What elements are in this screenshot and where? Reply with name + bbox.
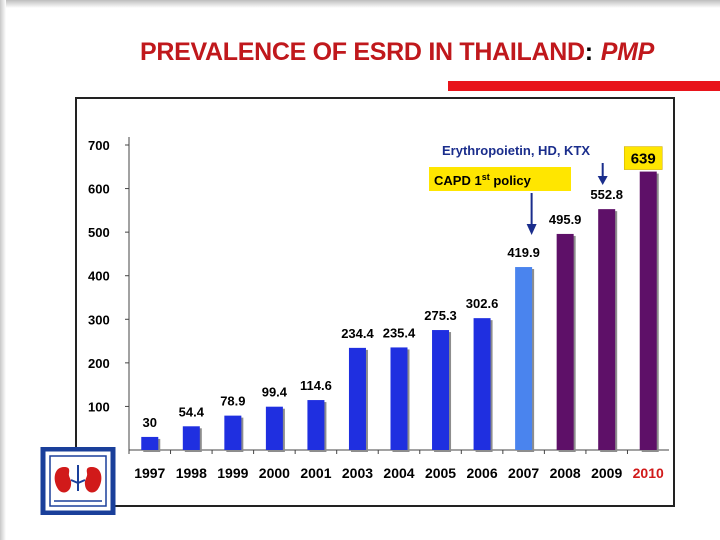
kidney-society-logo [40,446,116,516]
value-label: 302.6 [466,296,499,311]
x-tick-label: 1999 [217,465,248,481]
bar [224,415,242,450]
bar [598,209,616,450]
value-label: 99.4 [262,385,288,400]
annotation-erythropoietin: Erythropoietin, HD, KTX [442,143,590,158]
value-label: 639 [631,151,656,168]
x-tick-label: 2004 [383,465,414,481]
annotation-capd-bg [429,167,571,191]
y-tick-label: 100 [88,399,110,414]
bar [265,406,283,450]
value-label: 114.6 [300,378,332,393]
annotation-arrow-2009-head [597,176,608,185]
prevalence-bar-chart: 100 200 300 400 500 600 700 30 1997 54.4 1998 78.9 1… [88,137,669,481]
value-label: 275.3 [424,308,457,323]
slide-title: PREVALENCE OF ESRD IN THAILAND: PMP [140,38,654,67]
x-tick-label: 2007 [508,465,539,481]
bar [348,347,366,450]
chart-frame: 100 200 300 400 500 600 700 30 1997 54.4 1998 78.9 1… [75,97,675,507]
x-tick-label: 2005 [425,465,456,481]
annotation-arrow-2007-head [526,224,537,235]
value-label: 78.9 [220,394,245,409]
bar [390,347,408,450]
y-tick-label: 600 [88,182,110,197]
bar [473,318,491,450]
y-tick-label: 200 [88,356,110,371]
value-label: 495.9 [549,212,582,227]
y-tick-label: 300 [88,312,110,327]
bar [432,330,450,450]
value-label-highlight-bg [623,146,663,170]
bar [515,267,533,450]
value-label: 552.8 [590,187,623,202]
x-tick-label: 2008 [550,465,581,481]
value-label: 30 [143,415,157,430]
x-tick-label: 2000 [259,465,290,481]
annotation-capd-text: CAPD 1st policy [434,172,532,188]
bar [307,400,325,450]
x-tick-label: 2003 [342,465,373,481]
x-tick-label: 1998 [176,465,207,481]
value-label: 234.4 [341,326,374,341]
title-main: PREVALENCE OF ESRD IN THAILAND [140,38,585,66]
y-tick-label: 700 [88,138,110,153]
y-tick-label: 400 [88,269,110,284]
title-emphasis: PMP [600,38,655,66]
kidney-society-seal-icon [40,446,116,516]
value-label: 54.4 [179,404,205,419]
value-label: 235.4 [383,325,416,340]
title-colon: : [584,38,593,66]
bar [182,426,200,450]
accent-bar [448,81,720,91]
x-tick-label: 2006 [466,465,497,481]
x-tick-label: 1997 [134,465,165,481]
slide-frame-top [0,0,720,8]
x-tick-label: 2010 [633,465,664,481]
slide-frame-left [0,0,6,540]
value-label: 419.9 [507,245,540,260]
x-tick-label: 2009 [591,465,622,481]
x-tick-label: 2001 [300,465,331,481]
bar [639,171,657,450]
y-tick-label: 500 [88,225,110,240]
bar [556,233,574,450]
bar [141,436,159,450]
